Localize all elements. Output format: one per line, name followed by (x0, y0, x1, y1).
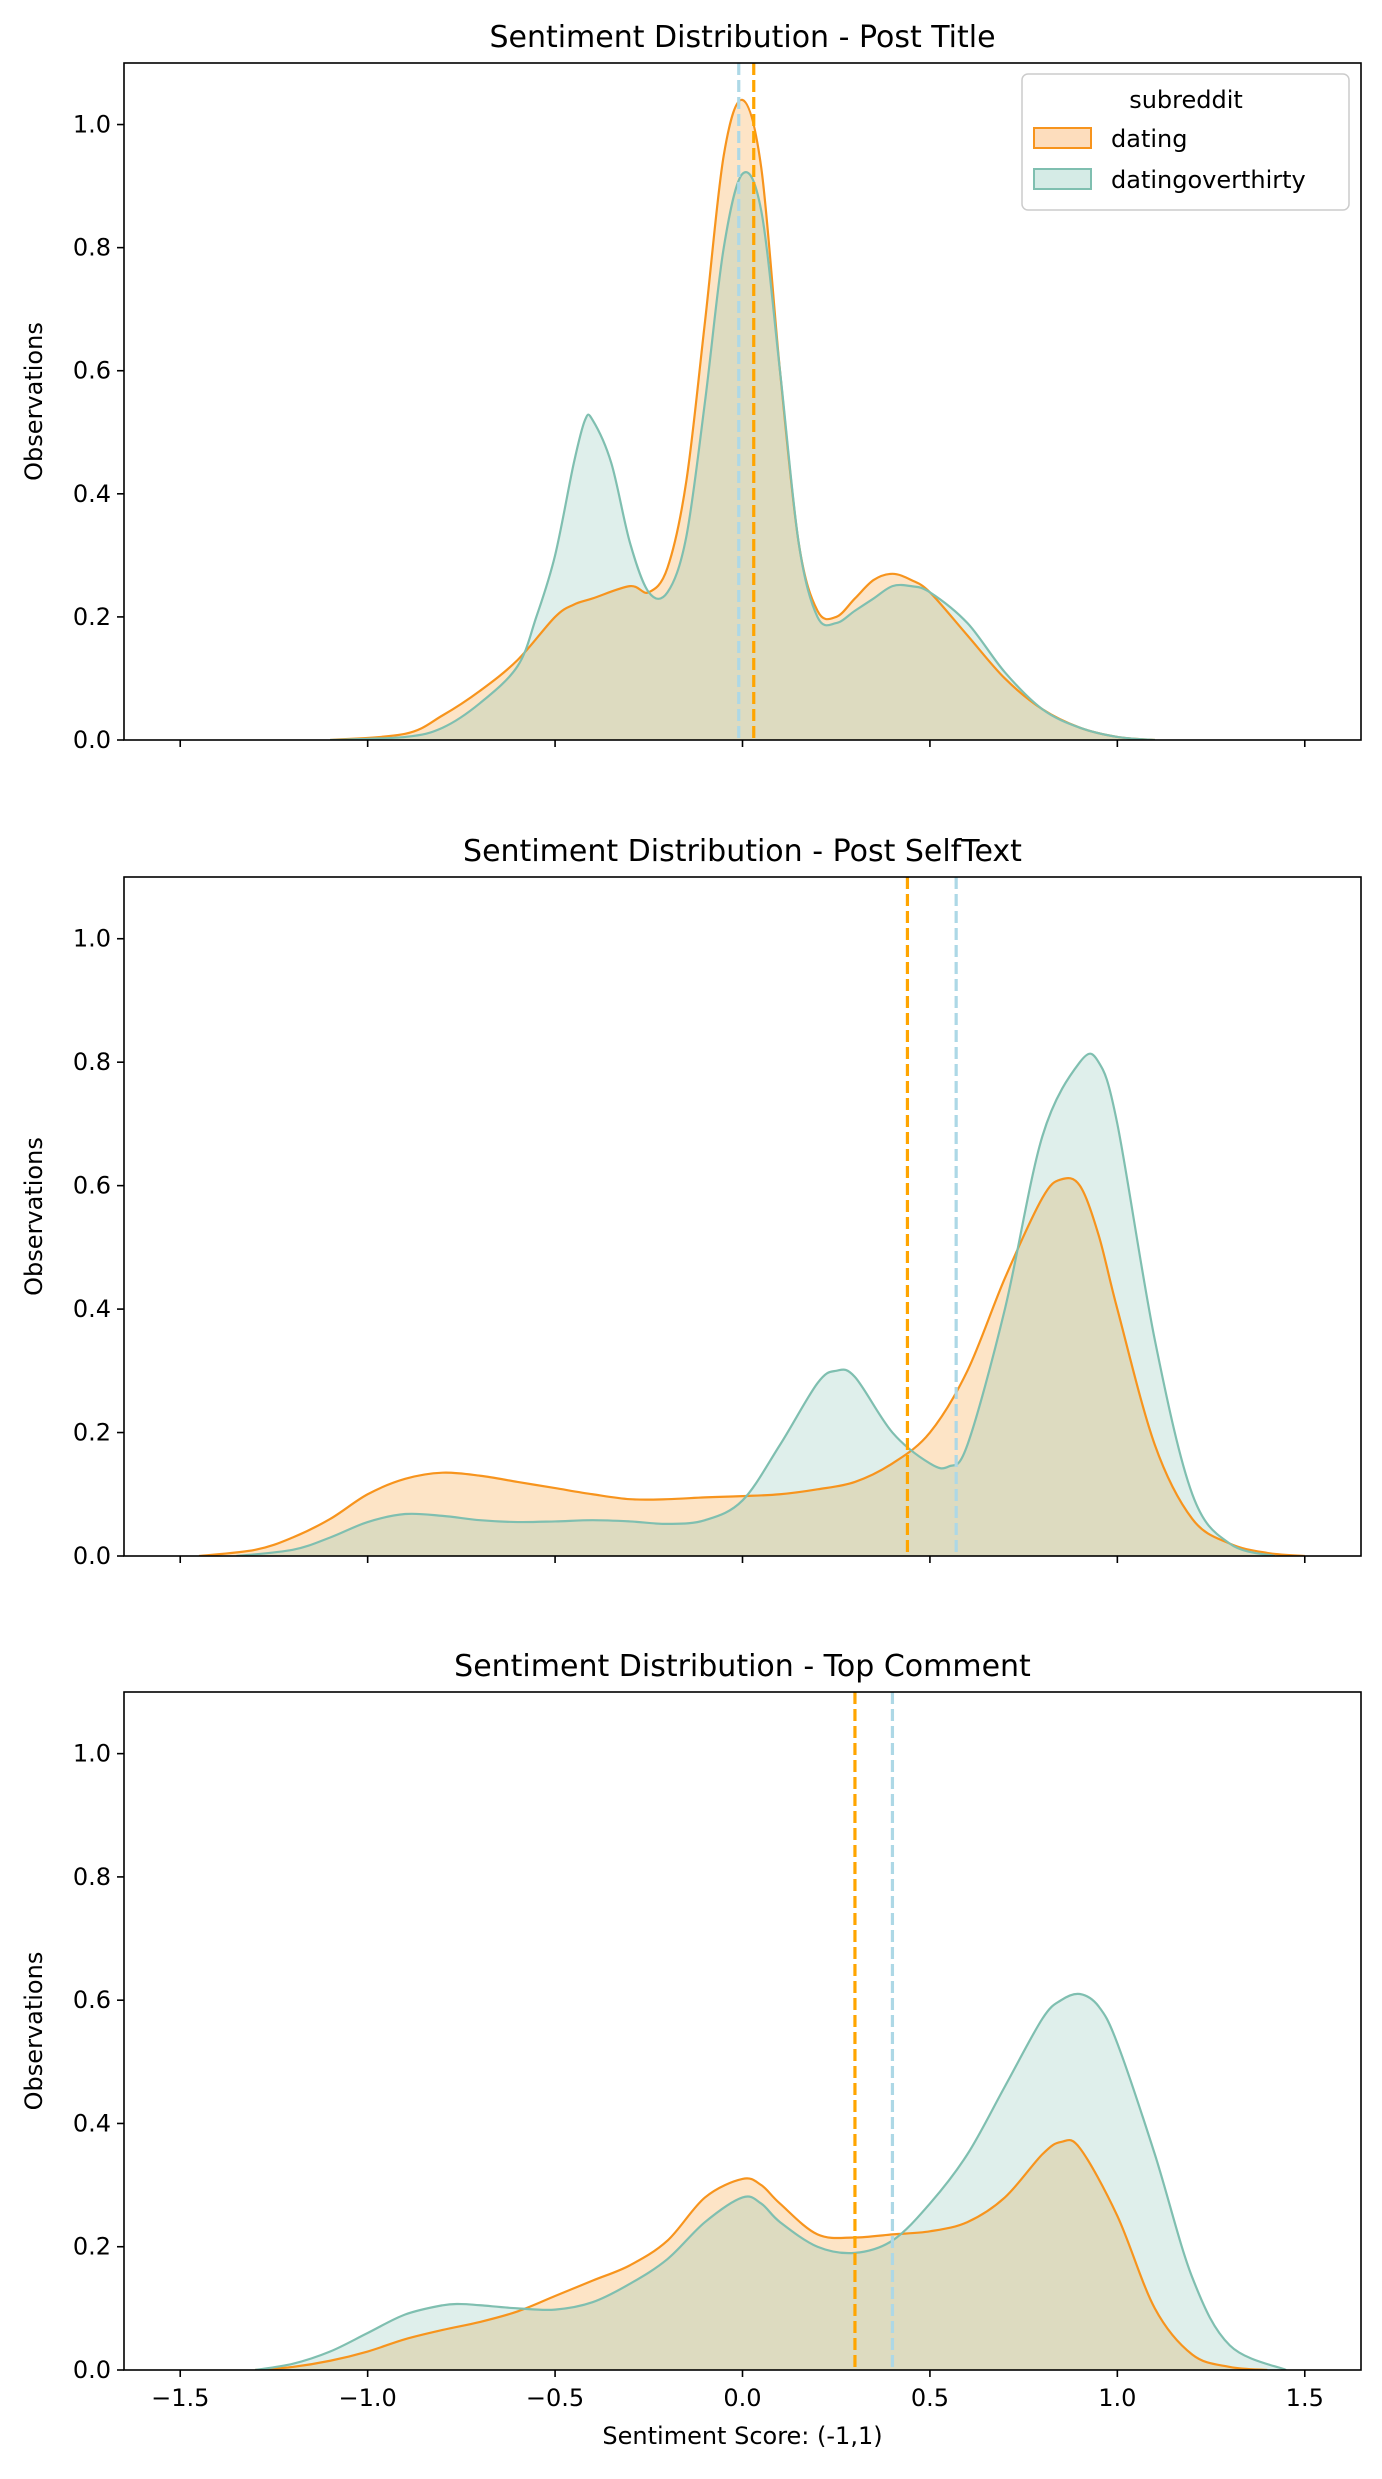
x-axis-label: Sentiment Score: (-1,1) (602, 2422, 882, 2450)
chart-title: Sentiment Distribution - Post Title (489, 20, 995, 55)
kde-line-datingoverthirty (255, 1992, 1287, 2370)
y-tick-label: 1.0 (73, 925, 111, 953)
kde-line-datingoverthirty (330, 171, 1155, 740)
plot-area (330, 63, 1155, 740)
legend-box (1021, 73, 1350, 211)
legend-label-dating: dating (1111, 125, 1187, 153)
subplot-2: 0.0 0.2 0.4 0.6 0.8 1.0 Sentiment Distribution… (20, 834, 1362, 1570)
y-tick-label: 1.0 (73, 1740, 111, 1768)
subplot-3: 0.0 0.2 0.4 0.6 0.8 1.0 −1.5 −1.0 −0.5 0.0 0.5 1.0 1… (20, 1649, 1362, 2450)
y-tick-label: 1.0 (73, 111, 111, 139)
kde-fill-dating (330, 99, 1155, 740)
kde-line-dating (255, 2138, 1268, 2370)
x-tick-label: −1.0 (339, 2384, 397, 2412)
y-tick-label: 0.6 (73, 357, 111, 385)
y-tick-label: 0.8 (73, 1048, 111, 1076)
x-tick-label: 0.5 (911, 2384, 949, 2412)
legend-swatch-dating (1033, 127, 1092, 149)
y-tick-label: 0.6 (73, 1986, 111, 2014)
y-tick-label: 0.4 (73, 1295, 111, 1323)
subplot-1: 0.0 0.2 0.4 0.6 0.8 1.0 Sentiment Distribution… (20, 20, 1362, 754)
legend-title: subreddit (1129, 86, 1243, 114)
y-axis-label: Observations (20, 322, 48, 481)
y-tick-label: 0.0 (73, 2356, 111, 2384)
x-tick-label: −0.5 (526, 2384, 584, 2412)
kde-line-dating (198, 1176, 1305, 1556)
chart-title: Sentiment Distribution - Post SelfText (463, 834, 1022, 869)
y-tick-label: 0.8 (73, 234, 111, 262)
y-axis-label: Observations (20, 1137, 48, 1296)
kde-fill-dating (198, 1178, 1305, 1556)
legend-swatch-datingoverthirty (1033, 168, 1092, 190)
kde-fill-datingoverthirty (330, 172, 1155, 740)
y-tick-label: 0.2 (73, 2233, 111, 2261)
y-tick-label: 0.4 (73, 2109, 111, 2137)
y-axis-label: Observations (20, 1952, 48, 2111)
y-tick-label: 0.0 (73, 726, 111, 754)
y-tick-label: 0.8 (73, 1863, 111, 1891)
x-tick-label: 1.5 (1286, 2384, 1324, 2412)
legend-label-datingoverthirty: datingoverthirty (1111, 166, 1306, 194)
legend: subreddit dating datingoverthirty (1021, 73, 1350, 211)
kde-fill-datingoverthirty (255, 1993, 1287, 2370)
y-tick-label: 0.6 (73, 1172, 111, 1200)
plot-area (198, 877, 1305, 1556)
x-tick-label: −1.5 (151, 2384, 209, 2412)
y-tick-label: 0.0 (73, 1542, 111, 1570)
kde-line-datingoverthirty (236, 1052, 1276, 1556)
chart-title: Sentiment Distribution - Top Comment (454, 1649, 1031, 1684)
plot-area (255, 1692, 1287, 2370)
x-tick-label: 0.0 (723, 2384, 761, 2412)
kde-fill-datingoverthirty (236, 1053, 1275, 1556)
kde-line-dating (330, 98, 1155, 740)
y-tick-label: 0.4 (73, 480, 111, 508)
y-tick-label: 0.2 (73, 1419, 111, 1447)
kde-fill-dating (255, 2140, 1268, 2370)
y-tick-label: 0.2 (73, 603, 111, 631)
x-tick-label: 1.0 (1098, 2384, 1136, 2412)
